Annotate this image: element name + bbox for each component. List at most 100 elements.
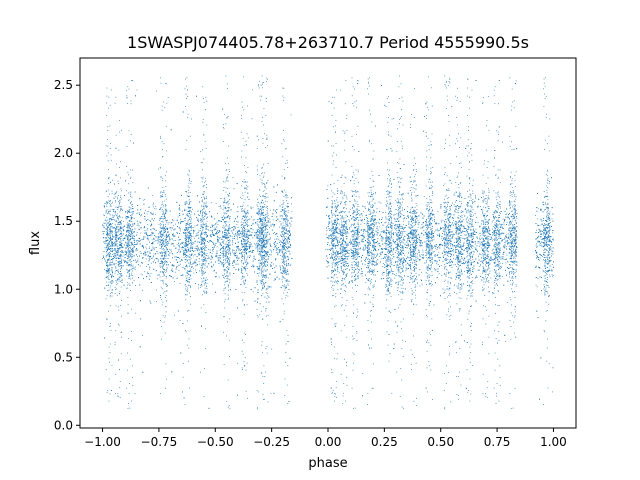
data-point xyxy=(508,252,510,254)
data-point xyxy=(536,238,538,239)
data-point xyxy=(509,272,510,274)
data-point xyxy=(159,244,161,246)
data-point xyxy=(495,243,496,245)
data-point xyxy=(408,248,410,250)
data-point xyxy=(451,182,453,184)
data-point xyxy=(166,102,168,104)
data-point xyxy=(365,245,367,247)
data-point xyxy=(158,223,160,225)
data-point xyxy=(204,239,206,241)
data-point xyxy=(263,163,264,165)
data-point xyxy=(488,242,490,243)
data-point xyxy=(419,254,421,256)
data-point xyxy=(148,258,150,260)
data-point xyxy=(104,247,106,249)
data-point xyxy=(437,264,439,265)
data-point xyxy=(507,233,509,235)
data-point xyxy=(438,273,440,275)
data-point xyxy=(509,200,510,202)
data-point xyxy=(552,253,554,255)
data-point xyxy=(413,249,414,250)
data-point xyxy=(237,362,239,364)
data-point xyxy=(132,207,134,209)
data-point xyxy=(377,253,378,255)
data-point xyxy=(343,226,345,228)
data-point xyxy=(482,270,484,272)
data-point xyxy=(539,236,541,238)
data-point xyxy=(443,255,445,257)
data-point xyxy=(548,223,550,225)
data-point xyxy=(108,252,110,254)
data-point xyxy=(546,263,548,265)
data-point xyxy=(197,234,199,236)
data-point xyxy=(492,234,493,236)
data-point xyxy=(117,209,119,210)
data-point xyxy=(149,220,151,221)
data-point xyxy=(232,242,234,244)
data-point xyxy=(142,334,143,336)
data-point xyxy=(144,236,146,238)
data-point xyxy=(398,276,400,278)
data-point xyxy=(182,241,184,243)
data-point xyxy=(464,234,466,236)
data-point xyxy=(121,260,122,262)
data-point xyxy=(476,216,478,218)
data-point xyxy=(408,265,410,266)
data-point xyxy=(132,237,133,238)
data-point xyxy=(446,189,448,191)
data-point xyxy=(362,241,364,242)
data-point xyxy=(186,246,188,248)
data-point xyxy=(125,241,127,243)
data-point xyxy=(449,253,451,254)
data-point xyxy=(464,271,465,272)
data-point xyxy=(163,213,165,215)
data-point xyxy=(256,242,257,244)
data-point xyxy=(203,238,205,240)
data-point xyxy=(192,236,194,238)
data-point xyxy=(239,249,241,251)
data-point xyxy=(502,218,504,220)
data-point xyxy=(270,392,272,394)
data-point xyxy=(462,243,464,245)
data-point xyxy=(237,211,239,213)
data-point xyxy=(423,196,425,197)
data-point xyxy=(221,274,223,276)
data-point xyxy=(454,222,456,224)
data-point xyxy=(337,237,339,238)
data-point xyxy=(223,265,225,267)
data-point xyxy=(367,265,368,267)
data-point xyxy=(358,245,359,247)
data-point xyxy=(182,210,183,212)
data-point xyxy=(170,229,172,231)
data-point xyxy=(429,277,430,278)
data-point xyxy=(178,248,180,250)
data-point xyxy=(134,312,136,314)
data-point xyxy=(166,378,167,380)
data-point xyxy=(247,137,249,139)
data-point xyxy=(155,213,156,215)
data-point xyxy=(158,239,160,240)
data-point xyxy=(395,260,397,262)
data-point xyxy=(393,217,395,219)
data-point xyxy=(219,249,221,251)
data-point xyxy=(410,228,412,230)
data-point xyxy=(240,196,241,198)
data-point xyxy=(420,241,422,243)
data-point xyxy=(155,208,157,210)
data-point xyxy=(512,276,514,278)
data-point xyxy=(407,244,409,246)
data-point xyxy=(259,231,261,233)
data-point xyxy=(481,209,483,211)
data-point xyxy=(456,245,458,247)
data-point xyxy=(550,240,551,242)
data-point xyxy=(535,244,537,246)
data-point xyxy=(214,227,216,229)
data-point xyxy=(411,293,413,295)
data-point xyxy=(395,273,397,275)
data-point xyxy=(252,237,254,239)
data-point xyxy=(163,292,165,294)
data-point xyxy=(461,217,463,218)
data-point xyxy=(353,353,355,355)
data-point xyxy=(510,283,512,285)
data-point xyxy=(437,228,439,230)
